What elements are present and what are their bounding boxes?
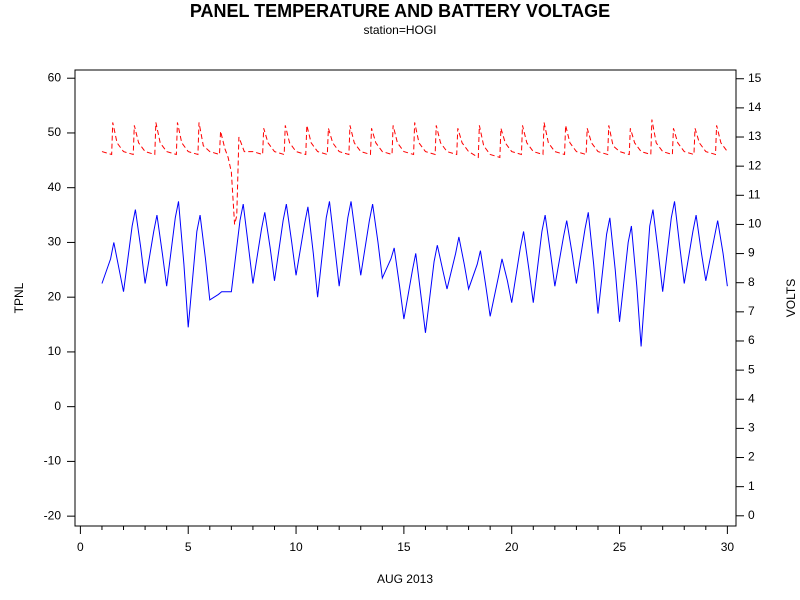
y2-tick-label: 1 — [748, 479, 755, 493]
x-axis-label: AUG 2013 — [377, 572, 433, 586]
series-line — [101, 201, 728, 347]
y2-tick-label: 12 — [748, 158, 762, 172]
series-line — [101, 119, 728, 225]
x-tick-label: 15 — [397, 540, 411, 554]
y-tick-label: 10 — [48, 344, 62, 358]
y2-tick-label: 0 — [748, 508, 755, 522]
y-tick-label: -10 — [44, 454, 62, 468]
y2-tick-label: 7 — [748, 304, 755, 318]
y2-tick-label: 9 — [748, 246, 755, 260]
y2-tick-label: 15 — [748, 71, 762, 85]
y-tick-label: 20 — [48, 289, 62, 303]
y2-tick-label: 4 — [748, 391, 755, 405]
y2-tick-label: 2 — [748, 450, 755, 464]
y2-tick-label: 3 — [748, 421, 755, 435]
y-tick-label: 40 — [48, 180, 62, 194]
x-tick-label: 5 — [185, 540, 192, 554]
x-tick-label: 0 — [77, 540, 84, 554]
chart-title: PANEL TEMPERATURE AND BATTERY VOLTAGE — [190, 1, 610, 21]
y2-tick-label: 5 — [748, 362, 755, 376]
x-tick-label: 30 — [721, 540, 735, 554]
y2-axis-label: VOLTS — [784, 279, 798, 317]
y-tick-label: 50 — [48, 125, 62, 139]
y-axis-label: TPNL — [12, 282, 26, 313]
x-tick-label: 20 — [505, 540, 519, 554]
y2-tick-label: 10 — [748, 217, 762, 231]
y-tick-label: -20 — [44, 508, 62, 522]
y-tick-label: 60 — [48, 70, 62, 84]
x-tick-label: 25 — [613, 540, 627, 554]
y2-tick-label: 14 — [748, 100, 762, 114]
y2-tick-label: 11 — [748, 187, 761, 201]
y2-tick-label: 6 — [748, 333, 755, 347]
y2-tick-label: 13 — [748, 129, 762, 143]
y-tick-label: 0 — [54, 399, 61, 413]
y-tick-label: 30 — [48, 235, 62, 249]
plot-frame — [74, 69, 737, 527]
y2-tick-label: 8 — [748, 275, 755, 289]
chart-subtitle: station=HOGI — [363, 23, 436, 37]
x-tick-label: 10 — [289, 540, 303, 554]
